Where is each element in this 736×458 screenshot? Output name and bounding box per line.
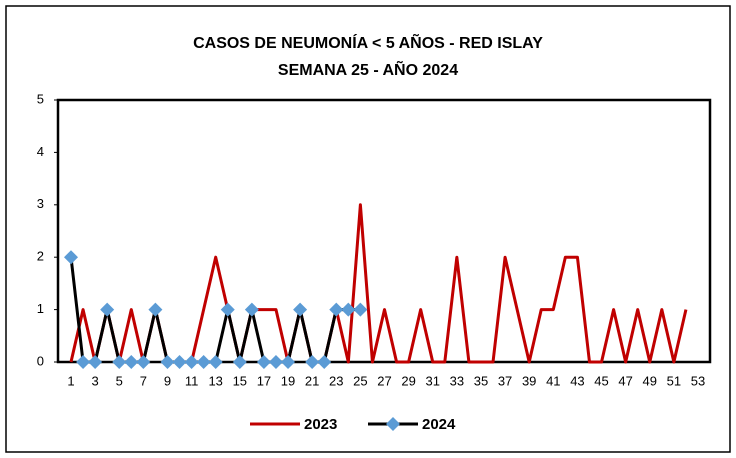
- x-tick-label: 9: [164, 373, 171, 388]
- marker: [76, 355, 91, 369]
- x-tick-label: 3: [91, 373, 98, 388]
- x-tick-label: 35: [474, 373, 488, 388]
- marker: [353, 302, 368, 317]
- marker: [148, 302, 163, 317]
- marker: [160, 355, 175, 369]
- marker: [64, 250, 78, 265]
- marker: [184, 355, 199, 369]
- x-tick-label: 19: [281, 373, 295, 388]
- chart-frame: [5, 5, 731, 453]
- x-tick-label: 41: [546, 373, 560, 388]
- marker: [136, 355, 151, 369]
- x-tick-label: 13: [208, 373, 222, 388]
- x-tick-label: 11: [185, 373, 199, 388]
- x-tick-label: 31: [425, 373, 439, 388]
- y-tick-label: 1: [37, 301, 44, 316]
- marker: [232, 355, 247, 369]
- x-tick-label: 47: [618, 373, 632, 388]
- x-tick-label: 45: [594, 373, 608, 388]
- y-tick-label: 3: [37, 196, 44, 211]
- x-tick-label: 21: [305, 373, 319, 388]
- chart-subtitle: SEMANA 25 - AÑO 2024: [278, 59, 458, 79]
- x-tick-label: 43: [570, 373, 584, 388]
- chart-title: CASOS DE NEUMONÍA < 5 AÑOS - RED ISLAY: [193, 32, 543, 52]
- x-tick-label: 25: [353, 373, 367, 388]
- marker: [281, 355, 296, 369]
- legend-label: 2023: [304, 416, 337, 433]
- x-tick-label: 15: [233, 373, 247, 388]
- marker: [100, 302, 115, 317]
- marker: [196, 355, 211, 369]
- x-tick-label: 53: [691, 373, 705, 388]
- marker: [208, 355, 223, 369]
- marker: [244, 302, 259, 317]
- x-tick-label: 29: [401, 373, 415, 388]
- x-tick-label: 1: [67, 373, 74, 388]
- marker: [317, 355, 332, 369]
- x-tick-label: 5: [116, 373, 123, 388]
- y-tick-label: 2: [37, 249, 44, 264]
- x-tick-label: 33: [450, 373, 464, 388]
- marker: [220, 302, 235, 317]
- marker: [293, 302, 308, 317]
- legend-marker: [386, 417, 400, 431]
- x-tick-label: 23: [329, 373, 343, 388]
- marker: [88, 355, 103, 369]
- x-tick-label: 7: [140, 373, 147, 388]
- legend-label: 2024: [422, 416, 456, 433]
- marker: [172, 355, 187, 369]
- plot-area: [56, 98, 712, 364]
- marker: [112, 355, 127, 369]
- x-tick-label: 49: [643, 373, 657, 388]
- x-tick-label: 51: [667, 373, 681, 388]
- x-tick-label: 39: [522, 373, 536, 388]
- marker: [256, 355, 271, 369]
- y-tick-label: 4: [37, 144, 44, 159]
- x-tick-label: 27: [377, 373, 391, 388]
- marker: [305, 355, 320, 369]
- marker: [329, 302, 344, 317]
- marker: [268, 355, 283, 369]
- x-tick-label: 37: [498, 373, 512, 388]
- x-tick-label: 17: [257, 373, 271, 388]
- y-tick-label: 5: [37, 91, 44, 106]
- marker: [341, 302, 356, 317]
- marker: [124, 355, 139, 369]
- y-tick-label: 0: [37, 353, 44, 368]
